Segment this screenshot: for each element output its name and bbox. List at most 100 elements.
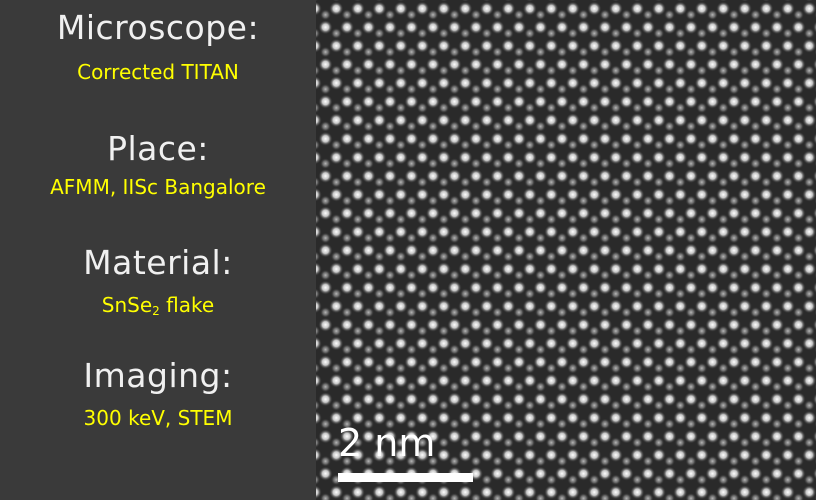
atom-column-dim <box>416 251 428 263</box>
atom-column <box>726 429 742 444</box>
atom-column <box>759 187 774 202</box>
atom-column <box>511 131 527 146</box>
atom-column <box>748 243 763 258</box>
atom-column-dim <box>545 139 557 151</box>
atom-column-dim <box>749 120 762 132</box>
atom-column-dim <box>330 139 342 151</box>
atom-column <box>716 224 731 239</box>
atom-column <box>597 243 613 258</box>
atom-column <box>780 224 795 239</box>
atom-column <box>748 94 763 109</box>
atom-column-dim <box>427 232 439 244</box>
atom-column-dim <box>588 437 600 449</box>
atom-column-dim <box>749 492 762 500</box>
atom-column-dim <box>782 176 794 188</box>
atom-column-dim <box>352 65 364 77</box>
atom-column-dim <box>610 139 622 151</box>
atom-column <box>673 447 688 463</box>
atom-column-dim <box>341 232 353 244</box>
atom-column-dim <box>803 176 815 188</box>
atom-column <box>425 20 441 35</box>
atom-column-dim <box>470 195 482 207</box>
atom-column-dim <box>481 176 493 188</box>
atom-column <box>329 299 344 314</box>
atom-column-dim <box>728 232 740 244</box>
atom-column-dim <box>620 46 633 58</box>
material-suffix: flake <box>159 293 215 317</box>
atom-column <box>350 447 365 463</box>
atom-column <box>468 168 484 184</box>
atom-column-dim <box>599 120 611 132</box>
atom-column <box>316 1 322 16</box>
atom-column <box>597 392 613 407</box>
atom-column <box>554 243 570 258</box>
atom-column-dim <box>663 195 676 207</box>
atom-column-dim <box>663 158 676 170</box>
atom-column-dim <box>577 232 590 244</box>
scale-bar <box>338 473 473 482</box>
atom-column-dim <box>653 362 665 374</box>
atom-column-dim <box>502 213 514 225</box>
atom-column <box>619 57 634 72</box>
atom-column <box>694 150 709 165</box>
atom-column-dim <box>717 213 729 225</box>
atom-column-dim <box>599 492 611 500</box>
atom-column <box>318 168 333 184</box>
atom-column <box>802 38 816 53</box>
atom-column-dim <box>362 46 375 58</box>
atom-column <box>350 485 365 500</box>
atom-column <box>587 113 602 128</box>
atom-column-dim <box>481 65 493 77</box>
atom-column-dim <box>696 251 708 263</box>
atom-column <box>361 243 376 258</box>
atom-column <box>404 94 419 109</box>
atom-column-dim <box>620 158 633 170</box>
atom-column-dim <box>427 418 439 430</box>
atom-column-dim <box>642 195 654 207</box>
atom-column <box>533 243 548 258</box>
atom-column <box>501 224 516 239</box>
atom-column <box>608 113 623 128</box>
atom-column <box>511 168 527 184</box>
atom-column <box>587 187 602 202</box>
atom-column <box>587 38 602 53</box>
atom-column <box>791 466 806 481</box>
atom-column-dim <box>760 362 772 374</box>
atom-column-dim <box>384 306 396 318</box>
atom-column <box>662 466 677 481</box>
atom-column <box>393 187 408 202</box>
atom-column <box>662 131 677 146</box>
atom-column <box>737 261 752 277</box>
atom-column <box>673 187 688 202</box>
atom-column-dim <box>653 27 665 39</box>
atom-column-dim <box>642 158 654 170</box>
atom-column-dim <box>438 437 450 449</box>
atom-column-dim <box>405 158 418 170</box>
atom-column-dim <box>728 46 740 58</box>
atom-column <box>791 94 806 109</box>
atom-column <box>630 113 645 128</box>
atom-column <box>694 261 709 277</box>
atom-column <box>651 336 666 351</box>
atom-column-dim <box>330 251 342 263</box>
atom-column <box>501 373 516 388</box>
atom-column-dim <box>373 437 385 449</box>
atom-column <box>316 299 322 314</box>
atom-column-dim <box>567 437 579 449</box>
atom-column-dim <box>771 381 783 393</box>
atom-column <box>726 131 742 146</box>
atom-column <box>447 429 462 444</box>
atom-column-dim <box>663 269 676 281</box>
atom-column <box>662 20 677 35</box>
atom-column <box>716 410 731 425</box>
atom-column <box>393 410 408 425</box>
atom-column-dim <box>631 102 643 114</box>
atom-column <box>726 243 742 258</box>
atom-column-dim <box>577 381 590 393</box>
atom-column-dim <box>362 83 375 95</box>
atom-column-dim <box>739 399 751 411</box>
atom-column-dim <box>416 213 428 225</box>
atom-column <box>318 429 333 444</box>
atom-column-dim <box>663 492 676 500</box>
atom-column <box>748 20 763 35</box>
